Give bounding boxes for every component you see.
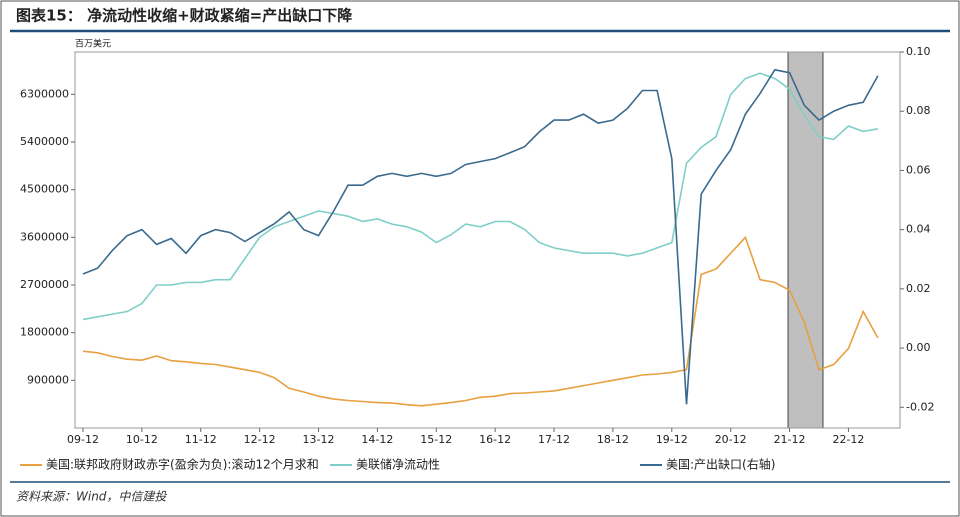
x-tick-label: 11-12 bbox=[185, 433, 217, 446]
y2-tick-label: 0.04 bbox=[906, 223, 931, 236]
y2-tick-label: 0.02 bbox=[906, 282, 931, 295]
x-tick-label: 21-12 bbox=[774, 433, 806, 446]
page-title: 图表15： 净流动性收缩+财政紧缩=产出缺口下降 bbox=[16, 7, 353, 25]
y-tick-label: 5400000 bbox=[20, 135, 69, 148]
x-tick-label: 15-12 bbox=[420, 433, 452, 446]
y-tick-label: 3600000 bbox=[20, 230, 69, 243]
y2-tick-label: 0.10 bbox=[906, 45, 931, 58]
x-tick-label: 19-12 bbox=[656, 433, 688, 446]
plot-frame bbox=[74, 51, 901, 429]
y2-tick-label: 0.00 bbox=[906, 341, 931, 354]
x-tick-label: 13-12 bbox=[303, 433, 335, 446]
y2-tick-label: -0.02 bbox=[906, 400, 934, 413]
legend-label: 美国:联邦政府财政赤字(盈余为负):滚动12个月求和 bbox=[46, 457, 319, 472]
x-tick-label: 17-12 bbox=[538, 433, 570, 446]
y-tick-label: 4500000 bbox=[20, 183, 69, 196]
y-unit: 百万美元 bbox=[75, 38, 111, 50]
x-tick-label: 10-12 bbox=[126, 433, 158, 446]
y2-tick-label: 0.08 bbox=[906, 104, 931, 117]
legend-label: 美联储净流动性 bbox=[356, 457, 440, 472]
y-tick-label: 6300000 bbox=[20, 87, 69, 100]
legend-label: 美国:产出缺口(右轴) bbox=[666, 457, 775, 472]
source: 资料来源：Wind，中信建投 bbox=[16, 490, 167, 504]
shaded-period bbox=[787, 51, 824, 429]
x-tick-label: 20-12 bbox=[715, 433, 747, 446]
x-tick-label: 18-12 bbox=[597, 433, 629, 446]
x-tick-label: 22-12 bbox=[832, 433, 864, 446]
y-tick-label: 900000 bbox=[27, 373, 69, 386]
x-tick-label: 09-12 bbox=[67, 433, 99, 446]
x-tick-label: 16-12 bbox=[479, 433, 511, 446]
series-line bbox=[82, 72, 879, 321]
series-line bbox=[82, 235, 879, 407]
x-tick-label: 12-12 bbox=[244, 433, 276, 446]
x-tick-label: 14-12 bbox=[361, 433, 393, 446]
y-tick-label: 1800000 bbox=[20, 326, 69, 339]
y-tick-label: 2700000 bbox=[20, 278, 69, 291]
series-line bbox=[82, 68, 879, 405]
y2-tick-label: 0.06 bbox=[906, 163, 931, 176]
